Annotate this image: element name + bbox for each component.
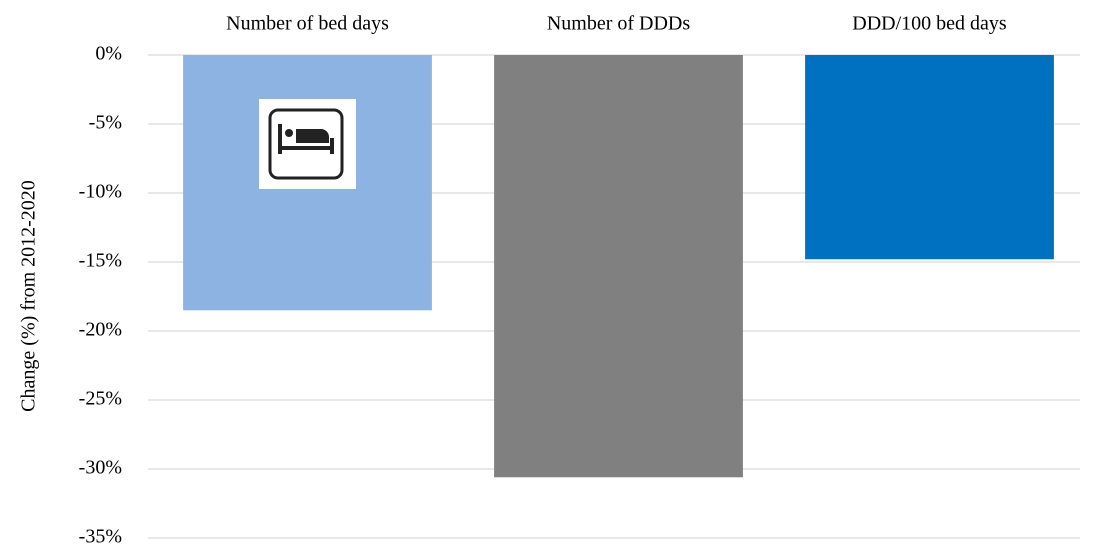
bar xyxy=(805,55,1054,260)
bar xyxy=(494,55,743,478)
bed-icon xyxy=(259,99,356,189)
y-tick-label: -20% xyxy=(79,319,122,341)
y-tick-label: -15% xyxy=(79,250,122,272)
category-label: DDD/100 bed days xyxy=(852,13,1007,35)
y-tick-label: -10% xyxy=(79,181,122,203)
y-tick-label: -30% xyxy=(79,457,122,479)
y-axis-label: Change (%) from 2012-2020 xyxy=(18,180,40,412)
y-tick-label: -25% xyxy=(79,388,122,410)
y-tick-label: -5% xyxy=(89,112,122,134)
y-tick-label: 0% xyxy=(95,43,122,65)
category-label: Number of bed days xyxy=(226,13,389,35)
y-tick-label: -35% xyxy=(79,526,122,548)
plot: 0% -5% -10% -15% -20% -25% -30% -35% Number of b… xyxy=(79,13,1080,548)
category-label: Number of DDDs xyxy=(547,13,691,35)
